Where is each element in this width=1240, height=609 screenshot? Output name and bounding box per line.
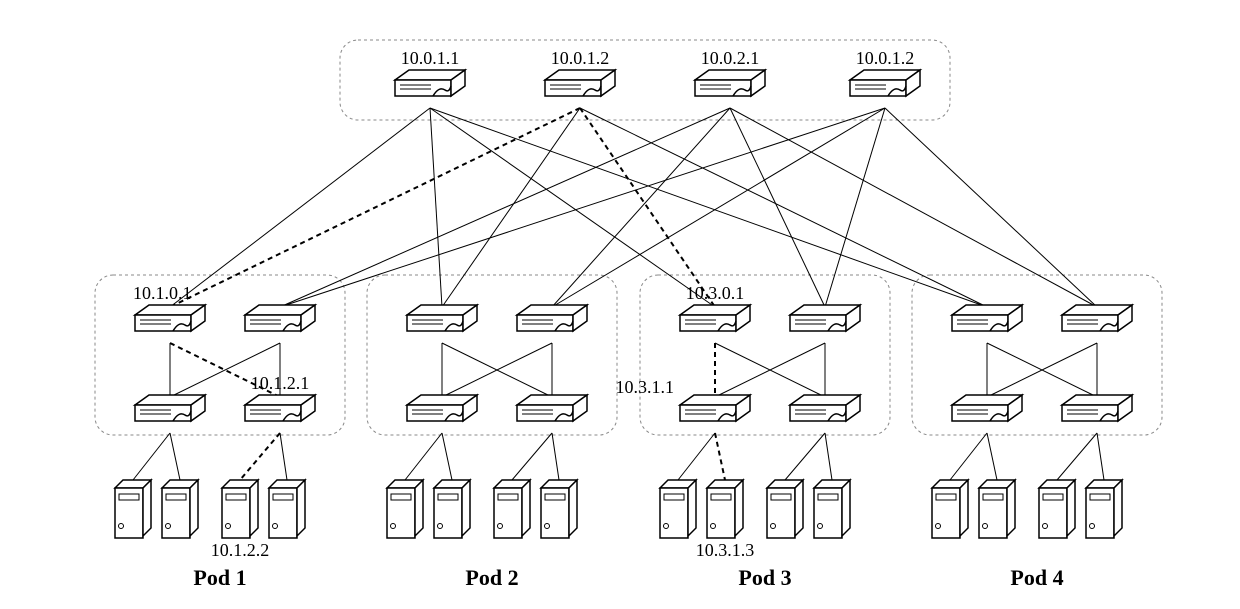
server-s11 bbox=[115, 480, 151, 538]
server-s21 bbox=[387, 480, 423, 538]
router-p2e1 bbox=[407, 395, 477, 421]
server-label-s32: 10.3.1.3 bbox=[696, 540, 755, 560]
edge-c1-p4a1 bbox=[430, 108, 987, 307]
router-c3: 10.0.2.1 bbox=[695, 48, 765, 96]
router-label-c1: 10.0.1.1 bbox=[401, 48, 460, 68]
edge-p4e1-s41 bbox=[950, 433, 987, 480]
router-label-p3e1: 10.3.1.1 bbox=[616, 377, 675, 397]
edge-c3-p3a2 bbox=[730, 108, 825, 307]
router-c1: 10.0.1.1 bbox=[395, 48, 465, 96]
router-p3a1: 10.3.0.1 bbox=[680, 283, 750, 331]
server-s44 bbox=[1086, 480, 1122, 538]
pod-label-3: Pod 3 bbox=[738, 565, 791, 590]
edge-c4-p3a2 bbox=[825, 108, 885, 307]
router-p3e1: 10.3.1.1 bbox=[616, 377, 751, 421]
router-p2e2 bbox=[517, 395, 587, 421]
server-s42 bbox=[979, 480, 1015, 538]
router-c2: 10.0.1.2 bbox=[545, 48, 615, 96]
router-p1e2: 10.1.2.1 bbox=[245, 373, 315, 421]
edge-p3e1-s31 bbox=[678, 433, 715, 480]
edge-c1-p3a1 bbox=[430, 108, 715, 307]
edge-p4e2-s44 bbox=[1097, 433, 1104, 480]
edge-c3-p4a2 bbox=[730, 108, 1097, 307]
edge-p1e1-s11 bbox=[133, 433, 170, 480]
server-s24 bbox=[541, 480, 577, 538]
router-label-c4: 10.0.1.2 bbox=[856, 48, 915, 68]
fat-tree-diagram: 10.0.1.1 10.0.1.2 10.0.2.1 10.0.1.2 10.1.0.1… bbox=[0, 0, 1240, 609]
server-s14 bbox=[269, 480, 305, 538]
router-label-p3a1: 10.3.0.1 bbox=[686, 283, 745, 303]
edge-p4e2-s43 bbox=[1057, 433, 1097, 480]
edge-c4-p2a2 bbox=[552, 108, 885, 307]
edge-p2e2-s24 bbox=[552, 433, 559, 480]
router-label-c3: 10.0.2.1 bbox=[701, 48, 760, 68]
edge-c3-p1a2 bbox=[280, 108, 730, 307]
edge-c1-p2a1 bbox=[430, 108, 442, 307]
router-label-p1a1: 10.1.0.1 bbox=[133, 283, 192, 303]
router-p4e2 bbox=[1062, 395, 1132, 421]
pod-label-4: Pod 4 bbox=[1010, 565, 1063, 590]
server-s32: 10.3.1.3 bbox=[696, 480, 755, 560]
edge-p3e1-s32 bbox=[715, 433, 725, 480]
router-p4e1 bbox=[952, 395, 1022, 421]
edge-p1e2-s14 bbox=[280, 433, 287, 480]
router-p2a1 bbox=[407, 305, 477, 331]
server-label-s13: 10.1.2.2 bbox=[211, 540, 270, 560]
router-p1a1: 10.1.0.1 bbox=[133, 283, 205, 331]
router-p3a2 bbox=[790, 305, 860, 331]
edge-p1e1-s12 bbox=[170, 433, 180, 480]
edge-c2-p1a1 bbox=[170, 108, 580, 307]
pod-label-1: Pod 1 bbox=[193, 565, 246, 590]
pod-label-2: Pod 2 bbox=[465, 565, 518, 590]
edge-p4e1-s42 bbox=[987, 433, 997, 480]
server-s33 bbox=[767, 480, 803, 538]
router-label-p1e2: 10.1.2.1 bbox=[251, 373, 310, 393]
edge-p3e2-s33 bbox=[785, 433, 825, 480]
edge-c2-p2a1 bbox=[442, 108, 580, 307]
server-s22 bbox=[434, 480, 470, 538]
router-c4: 10.0.1.2 bbox=[850, 48, 920, 96]
router-p4a1 bbox=[952, 305, 1022, 331]
edge-p2e2-s23 bbox=[512, 433, 552, 480]
edge-c2-p3a1 bbox=[580, 108, 715, 307]
server-s34 bbox=[814, 480, 850, 538]
server-s31 bbox=[660, 480, 696, 538]
router-p1e1 bbox=[135, 395, 205, 421]
server-s12 bbox=[162, 480, 198, 538]
router-p1a2 bbox=[245, 305, 315, 331]
edge-c1-p1a1 bbox=[170, 108, 430, 307]
router-p4a2 bbox=[1062, 305, 1132, 331]
edge-p2e1-s22 bbox=[442, 433, 452, 480]
server-s43 bbox=[1039, 480, 1075, 538]
edge-p1e2-s13 bbox=[240, 433, 280, 480]
edge-p3e2-s34 bbox=[825, 433, 832, 480]
edge-c4-p1a2 bbox=[280, 108, 885, 307]
router-label-c2: 10.0.1.2 bbox=[551, 48, 610, 68]
edge-p2e1-s21 bbox=[405, 433, 442, 480]
router-p3e2 bbox=[790, 395, 860, 421]
server-s13: 10.1.2.2 bbox=[211, 480, 270, 560]
router-p2a2 bbox=[517, 305, 587, 331]
server-s41 bbox=[932, 480, 968, 538]
server-s23 bbox=[494, 480, 530, 538]
edge-c4-p4a2 bbox=[885, 108, 1097, 307]
